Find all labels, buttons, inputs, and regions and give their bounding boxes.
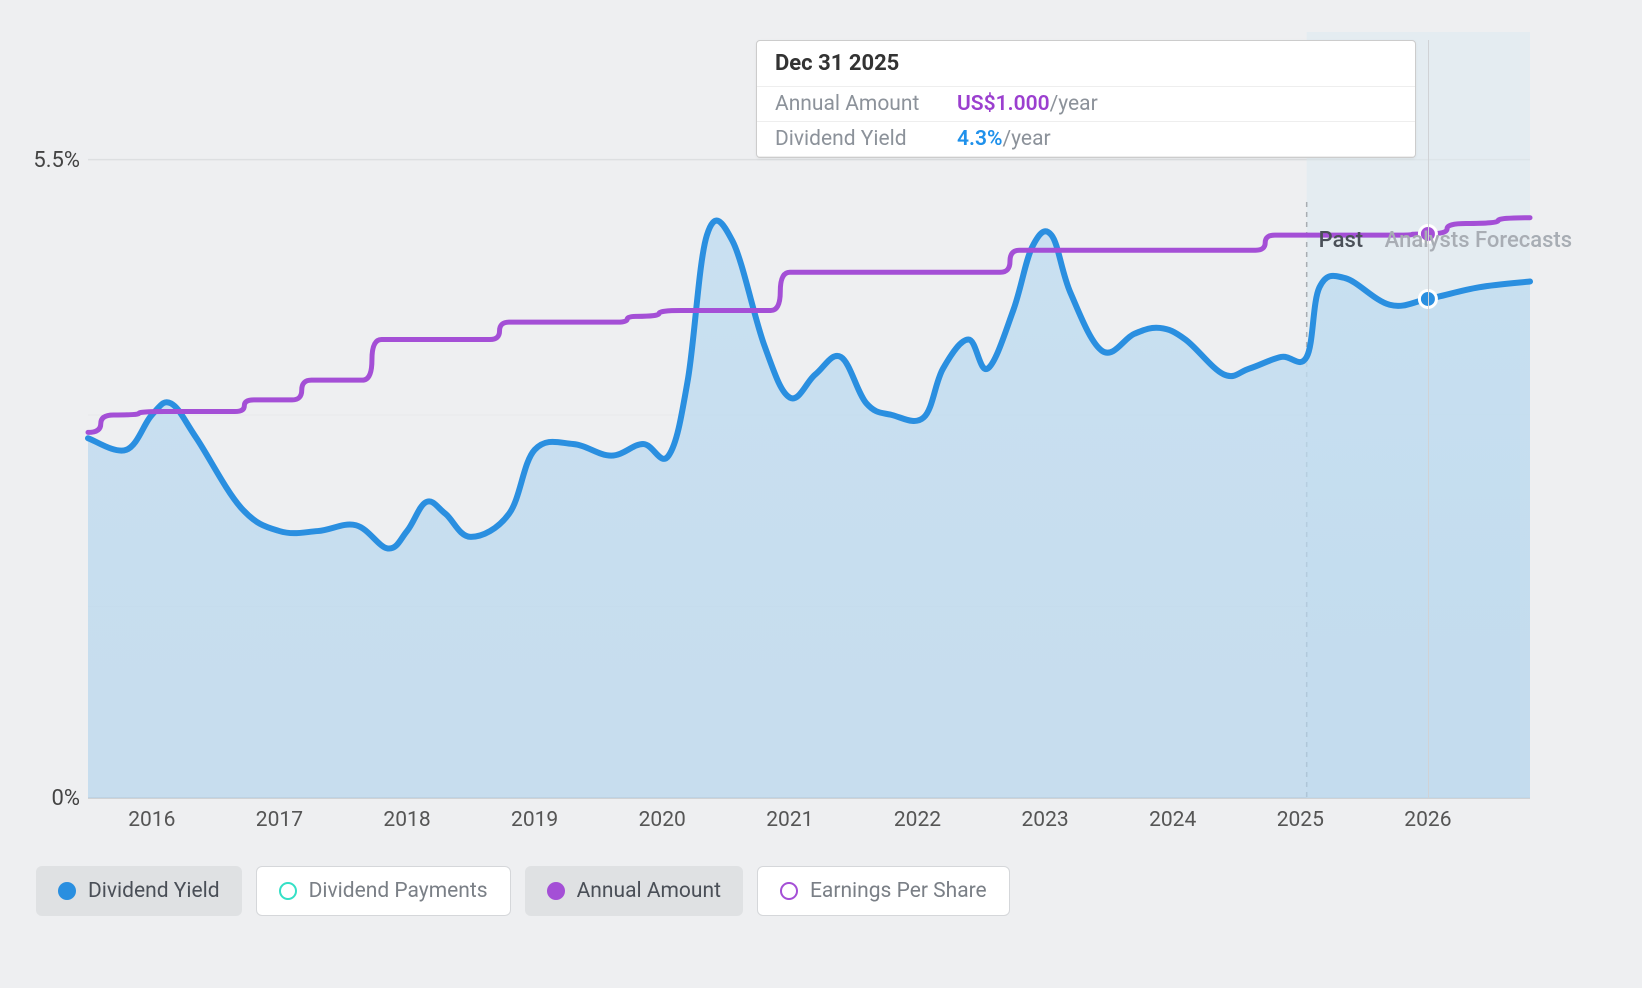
x-axis-tick: 2026 <box>1398 808 1458 832</box>
x-axis-tick: 2025 <box>1270 808 1330 832</box>
legend-item-dividend-yield[interactable]: Dividend Yield <box>36 866 242 916</box>
chart-legend: Dividend Yield Dividend Payments Annual Am… <box>36 866 1010 916</box>
x-axis-tick: 2016 <box>122 808 182 832</box>
legend-label: Annual Amount <box>577 879 721 903</box>
tooltip-row: Annual AmountUS$1.000/year <box>757 86 1415 121</box>
hover-line <box>1428 40 1429 798</box>
legend-swatch <box>547 882 565 900</box>
legend-swatch <box>279 882 297 900</box>
tooltip-row: Dividend Yield4.3%/year <box>757 121 1415 157</box>
legend-label: Dividend Yield <box>88 879 220 903</box>
legend-label: Earnings Per Share <box>810 879 987 903</box>
hover-tooltip: Dec 31 2025 Annual AmountUS$1.000/yearDi… <box>756 40 1416 158</box>
tooltip-date: Dec 31 2025 <box>757 41 1415 86</box>
legend-swatch <box>58 882 76 900</box>
legend-item-earnings-per-share[interactable]: Earnings Per Share <box>757 866 1010 916</box>
past-label: Past <box>1319 228 1363 253</box>
legend-item-annual-amount[interactable]: Annual Amount <box>525 866 743 916</box>
tooltip-metric-value: US$1.000/year <box>957 92 1098 116</box>
legend-item-dividend-payments[interactable]: Dividend Payments <box>256 866 511 916</box>
legend-swatch <box>780 882 798 900</box>
x-axis-tick: 2019 <box>505 808 565 832</box>
x-axis-tick: 2020 <box>632 808 692 832</box>
x-axis-tick: 2018 <box>377 808 437 832</box>
x-axis-tick: 2023 <box>1015 808 1075 832</box>
legend-label: Dividend Payments <box>309 879 488 903</box>
forecast-label: Analysts Forecasts <box>1385 228 1572 253</box>
x-axis-tick: 2017 <box>249 808 309 832</box>
x-axis-tick: 2021 <box>760 808 820 832</box>
y-axis-tick: 0% <box>10 786 80 811</box>
tooltip-metric-label: Dividend Yield <box>775 127 957 151</box>
tooltip-metric-label: Annual Amount <box>775 92 957 116</box>
x-axis-tick: 2024 <box>1143 808 1203 832</box>
tooltip-metric-value: 4.3%/year <box>957 127 1051 151</box>
x-axis-tick: 2022 <box>887 808 947 832</box>
y-axis-tick: 5.5% <box>10 148 80 173</box>
